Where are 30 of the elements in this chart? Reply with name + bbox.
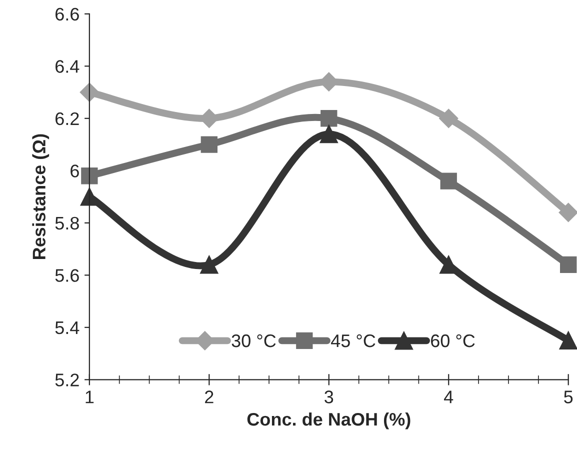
legend-label: 45 °C	[331, 334, 376, 348]
point	[320, 110, 338, 127]
y-tick-label: 6.2	[56, 112, 79, 126]
legend-label: 60 °C	[431, 334, 475, 348]
x-tick-label: 5	[564, 390, 573, 404]
x-tick-label: 1	[86, 390, 94, 404]
y-tick-label: 5.2	[55, 374, 79, 386]
x-axis-title: Conc. de NaOH (%)	[247, 412, 410, 430]
x-tick-label: 3	[324, 390, 334, 404]
y-tick-label: 5.6	[55, 269, 79, 282]
point	[320, 125, 338, 144]
point	[80, 188, 98, 206]
point	[200, 256, 218, 274]
point	[559, 331, 577, 350]
y-tick-label: 6.6	[56, 8, 79, 21]
point	[558, 202, 577, 222]
y-tick-label: 5.8	[55, 216, 79, 230]
point	[440, 172, 457, 190]
y-axis-title: Resistance (Ω)	[32, 134, 50, 259]
x-tick-label: 2	[205, 390, 214, 404]
y-tick-label: 6.4	[56, 60, 80, 73]
point	[439, 108, 458, 128]
y-tick-label: 6	[70, 164, 79, 178]
point	[200, 136, 218, 153]
point	[560, 256, 577, 274]
y-tick-label: 5.4	[55, 322, 80, 334]
legend-label: 30 °C	[232, 334, 276, 348]
point	[81, 168, 98, 184]
x-tick-label: 4	[444, 390, 454, 404]
point	[80, 82, 99, 102]
